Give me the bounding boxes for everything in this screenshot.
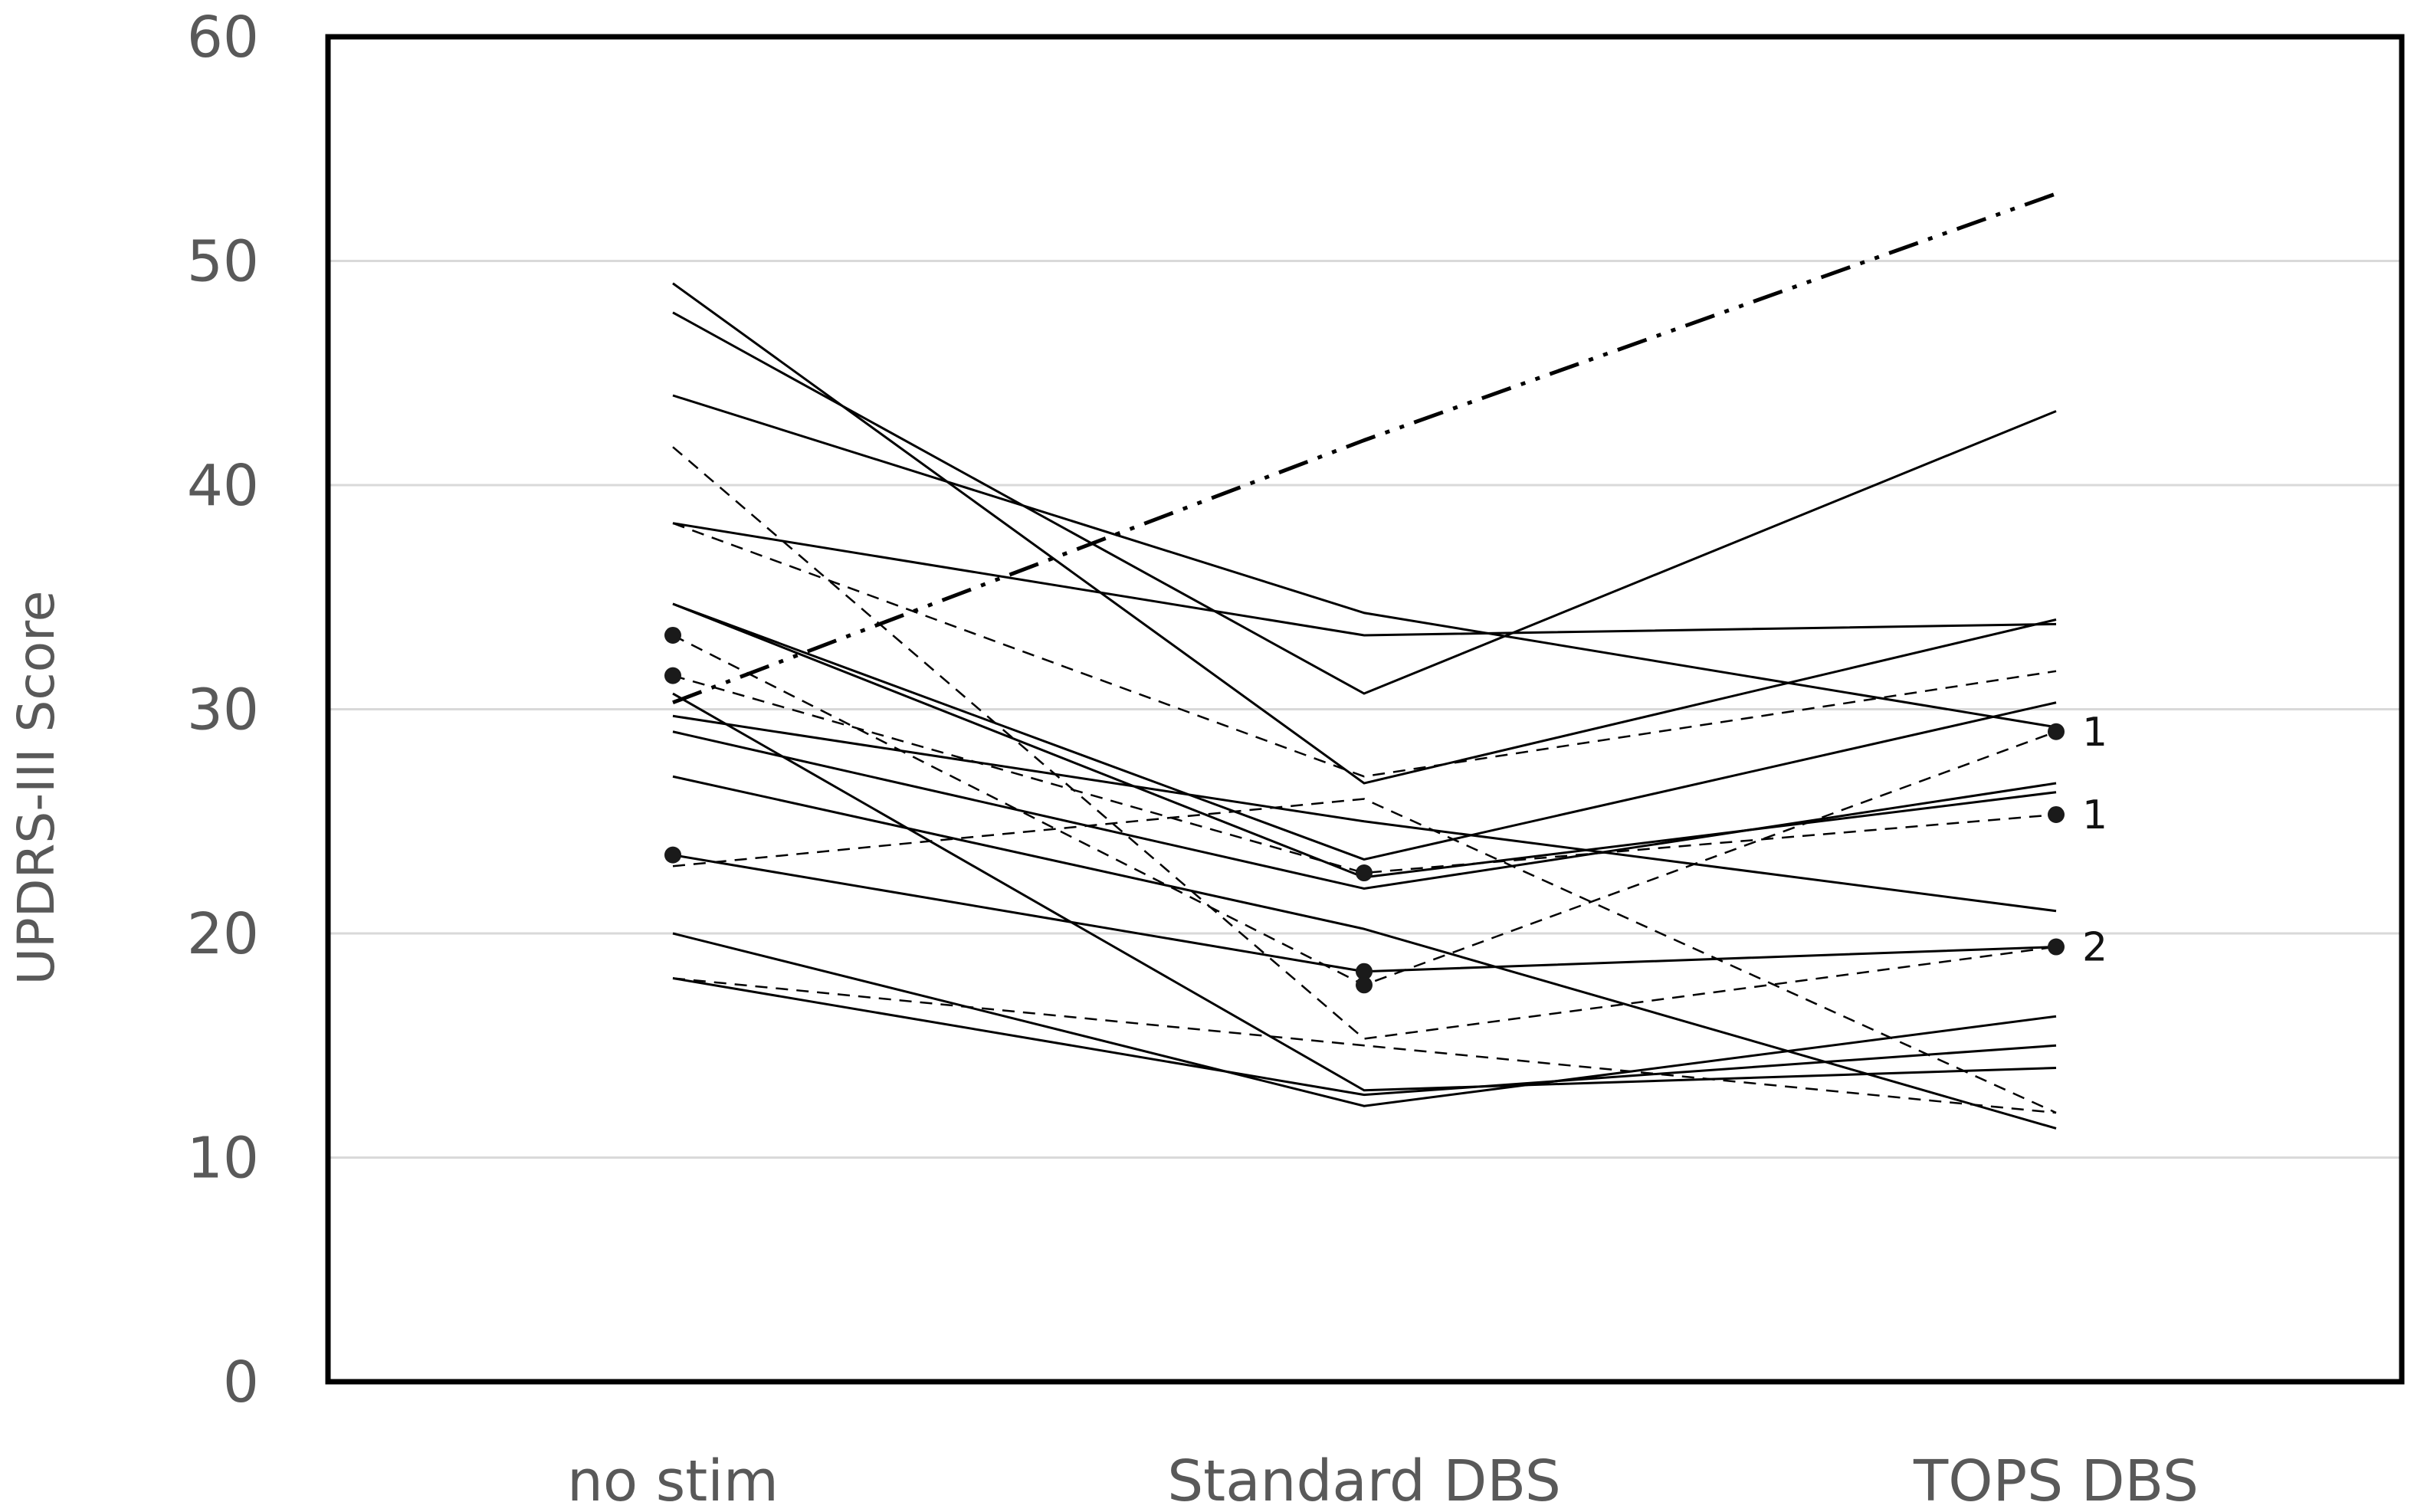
plot-area-frame bbox=[325, 34, 2405, 1385]
data-point-patient-17-1 bbox=[1356, 864, 1373, 882]
series-line-patient-19 bbox=[672, 977, 2057, 1114]
series-line-patient-2 bbox=[672, 311, 2057, 695]
annotation-label-1: 1 bbox=[2082, 792, 2107, 838]
y-tick-label-30: 30 bbox=[187, 677, 259, 743]
annotation-label-2: 2 bbox=[2082, 925, 2107, 971]
x-axis-ticks: no stim Standard DBS TOPS DBS bbox=[567, 1448, 2199, 1512]
y-axis-ticks: 0 10 20 30 40 50 60 bbox=[187, 5, 259, 1415]
data-point-patient-11-1 bbox=[1356, 963, 1373, 980]
y-tick-label-40: 40 bbox=[187, 453, 259, 519]
x-tick-label-tops-dbs: TOPS DBS bbox=[1913, 1448, 2199, 1512]
series-line-patient-13 bbox=[672, 977, 2057, 1097]
data-point-patient-17-0 bbox=[664, 667, 681, 684]
data-point-patient-11-2 bbox=[2048, 938, 2065, 956]
series-line-patient-17 bbox=[672, 674, 2057, 874]
y-tick-label-10: 10 bbox=[187, 1126, 259, 1192]
data-point-patient-11-0 bbox=[664, 846, 681, 864]
annotations: 1 1 2 bbox=[2082, 710, 2107, 971]
y-tick-label-0: 0 bbox=[223, 1350, 259, 1415]
series-line-patient-15 bbox=[672, 522, 2057, 778]
data-markers bbox=[664, 626, 2065, 994]
y-axis-title: UPDRS-III Score bbox=[7, 591, 66, 986]
series-line-patient-1 bbox=[672, 282, 2057, 785]
y-tick-label-60: 60 bbox=[187, 5, 259, 71]
series-line-patient-14 bbox=[672, 446, 2057, 1040]
series-line-patient-9 bbox=[672, 730, 2057, 890]
series-line-patient-5 bbox=[672, 602, 2057, 861]
series-line-patient-3 bbox=[672, 394, 2057, 729]
data-point-patient-16-2 bbox=[2048, 723, 2065, 740]
series-line-patient-7 bbox=[672, 692, 2057, 1092]
x-tick-label-standard-dbs: Standard DBS bbox=[1167, 1448, 1561, 1512]
y-tick-label-50: 50 bbox=[187, 229, 259, 295]
y-tick-label-20: 20 bbox=[187, 901, 259, 967]
series-line-patient-18 bbox=[672, 798, 2057, 1114]
data-point-patient-16-1 bbox=[1356, 976, 1373, 994]
series-line-patient-20 bbox=[672, 192, 2057, 705]
data-point-patient-17-2 bbox=[2048, 805, 2065, 823]
data-point-patient-16-0 bbox=[664, 626, 681, 644]
x-tick-label-no-stim: no stim bbox=[567, 1448, 779, 1512]
series-line-patient-12 bbox=[672, 932, 2057, 1107]
series-line-patient-4 bbox=[672, 522, 2057, 637]
annotation-label-0: 1 bbox=[2082, 710, 2107, 756]
series-lines bbox=[672, 192, 2057, 1130]
